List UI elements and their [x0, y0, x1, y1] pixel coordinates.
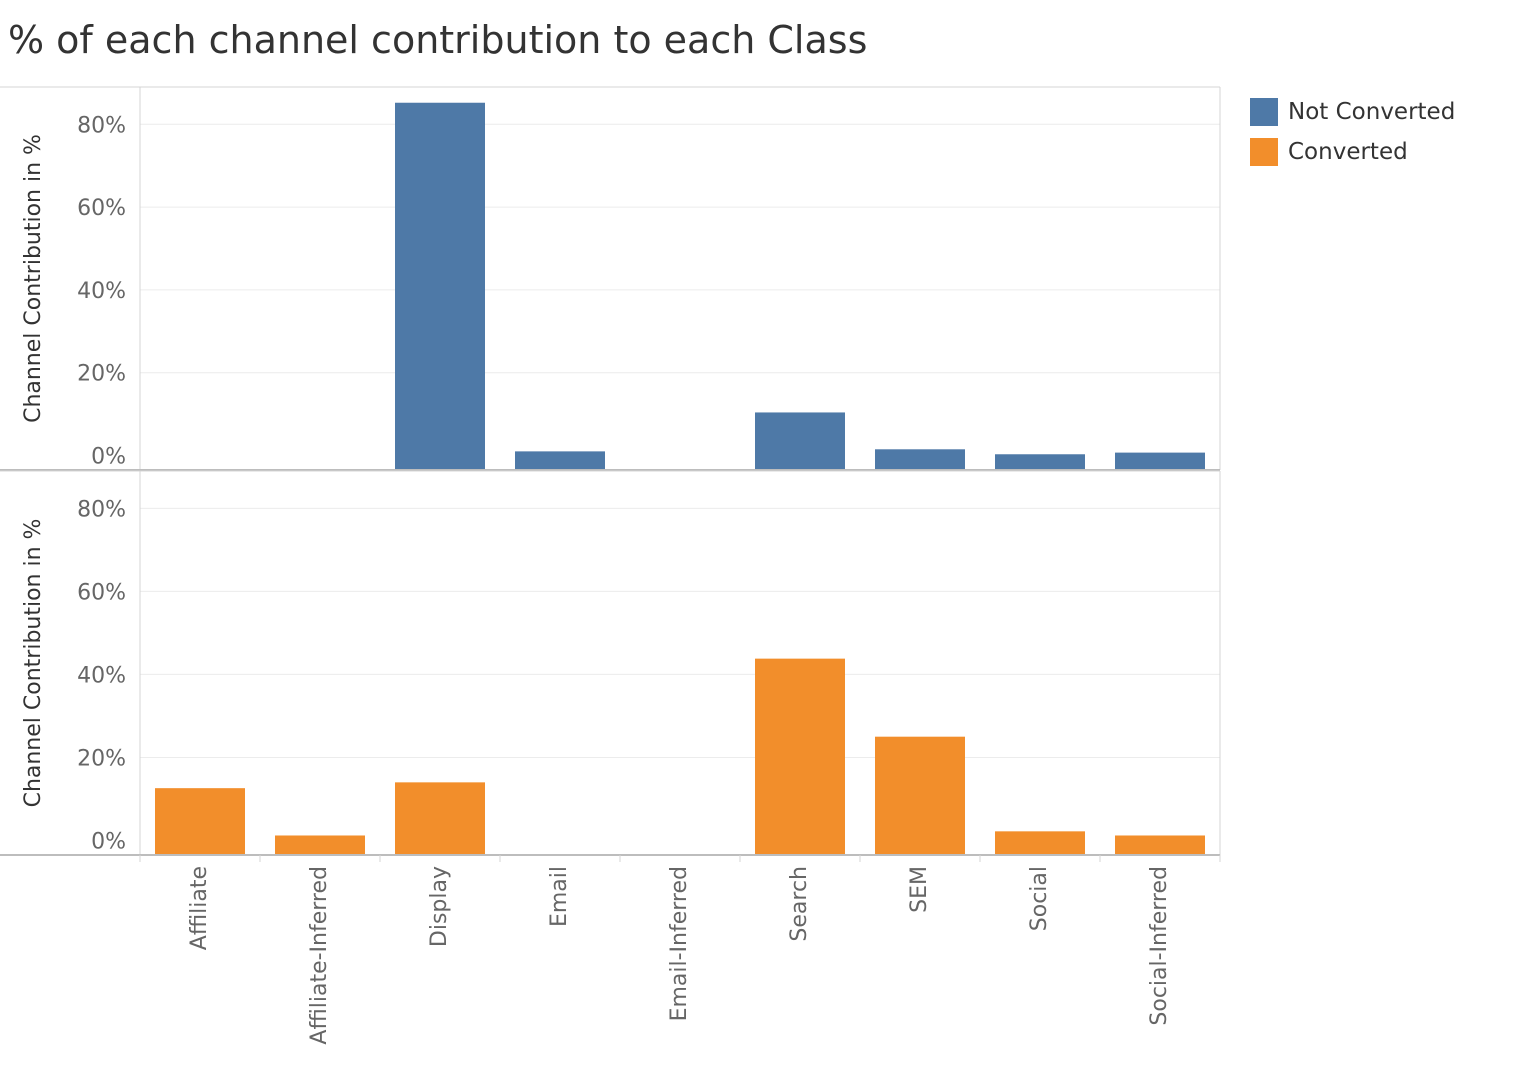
- y-axis-title: Channel Contribution in %: [21, 134, 46, 423]
- x-tick-label: Social: [1027, 866, 1052, 931]
- y-tick-label: 0%: [91, 829, 126, 854]
- y-tick-label: 40%: [77, 663, 126, 688]
- x-tick-label: Email-Inferred: [667, 866, 692, 1021]
- x-tick-label: Affiliate: [187, 866, 212, 950]
- bar-converted-social-inferred[interactable]: [1115, 835, 1205, 854]
- bar-converted-affiliate-inferred[interactable]: [275, 835, 365, 854]
- x-tick-label: Affiliate-Inferred: [307, 866, 332, 1045]
- bar-not-converted-sem[interactable]: [875, 449, 965, 469]
- y-tick-label: 20%: [77, 746, 126, 771]
- chart-title: % of each channel contribution to each C…: [8, 18, 868, 62]
- bar-converted-display[interactable]: [395, 782, 485, 854]
- x-tick-label: Social-Inferred: [1147, 866, 1172, 1026]
- y-tick-label: 0%: [91, 445, 126, 470]
- legend-label-converted: Converted: [1288, 139, 1408, 165]
- legend-swatch-not-converted: [1250, 98, 1278, 126]
- legend-item-not-converted[interactable]: Not Converted: [1250, 92, 1455, 132]
- legend-swatch-converted: [1250, 138, 1278, 166]
- x-tick-label: Search: [787, 866, 812, 942]
- bar-not-converted-social-inferred[interactable]: [1115, 452, 1205, 469]
- chart-panels: 0%20%40%60%80%Channel Contribution in %0…: [0, 86, 1221, 856]
- y-axis-title: Channel Contribution in %: [21, 519, 46, 808]
- y-tick-label: 20%: [77, 362, 126, 387]
- y-tick-label: 80%: [77, 113, 126, 138]
- bar-not-converted-social[interactable]: [995, 454, 1085, 469]
- y-tick-label: 60%: [77, 196, 126, 221]
- y-tick-label: 80%: [77, 497, 126, 522]
- bar-converted-search[interactable]: [755, 658, 845, 854]
- bar-converted-sem[interactable]: [875, 736, 965, 854]
- panel-0: 0% 20% 40% 60% 80% Channel Contribution in %: [0, 86, 1221, 471]
- y-tick-label: 60%: [77, 580, 126, 605]
- legend-label-not-converted: Not Converted: [1288, 99, 1456, 125]
- x-tick-label: SEM: [907, 866, 932, 913]
- x-axis-labels: Affiliate Affiliate-Inferred Display Email E…: [139, 855, 1221, 1045]
- legend-item-converted[interactable]: Converted: [1250, 132, 1455, 172]
- x-tick-label: Display: [427, 866, 452, 947]
- bar-converted-social[interactable]: [995, 831, 1085, 854]
- legend: Not Converted Converted: [1250, 92, 1455, 172]
- bar-converted-affiliate[interactable]: [155, 788, 245, 854]
- bar-not-converted-search[interactable]: [755, 412, 845, 469]
- x-tick-label: Email: [547, 866, 572, 927]
- bar-not-converted-email[interactable]: [515, 451, 605, 469]
- panel-1: 0% 20% 40% 60% 80% Channel Contribution in %: [0, 470, 1221, 856]
- y-tick-label: 40%: [77, 279, 126, 304]
- bar-not-converted-display[interactable]: [395, 102, 485, 469]
